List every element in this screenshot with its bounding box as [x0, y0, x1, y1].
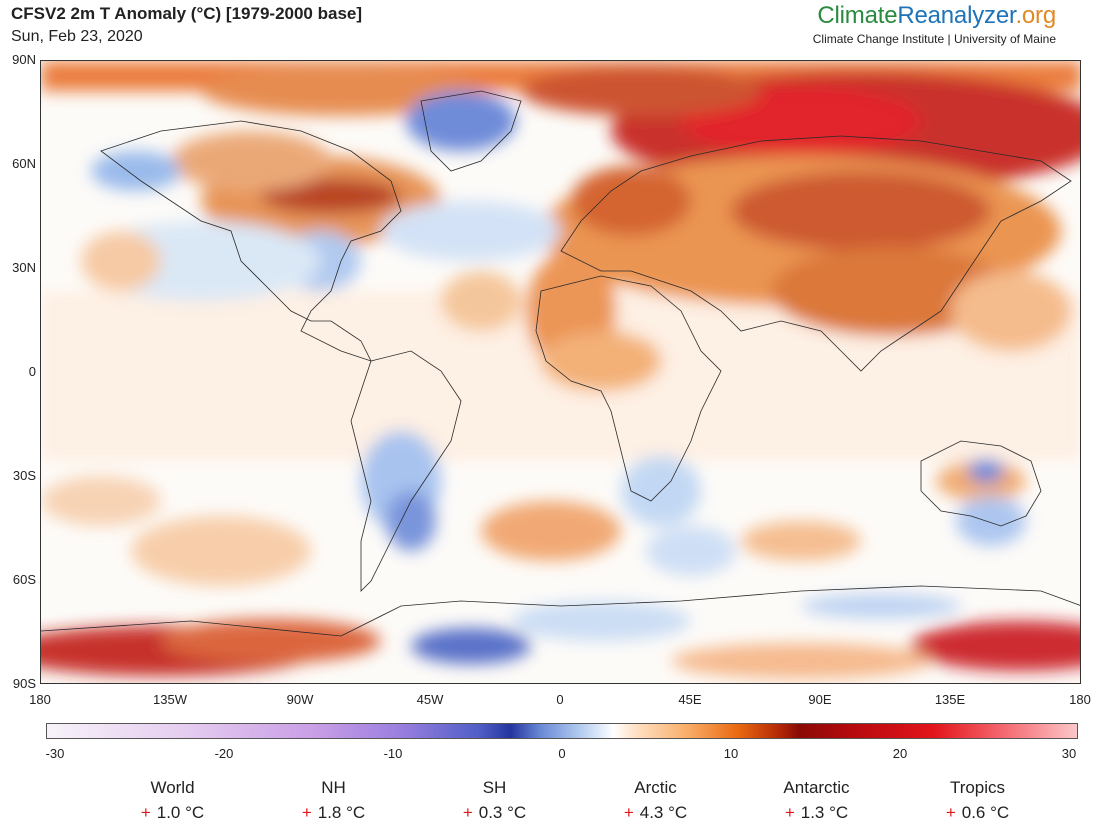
- plus-icon: +: [623, 803, 634, 822]
- brand-logo[interactable]: ClimateReanalyzer.org Climate Change Ins…: [813, 2, 1056, 46]
- stat-label: Antarctic: [783, 778, 850, 797]
- map-date: Sun, Feb 23, 2020: [11, 28, 143, 45]
- coastlines: [41, 90, 1080, 637]
- anomaly-map: [40, 60, 1081, 684]
- lat-label-60n: 60N: [12, 156, 36, 171]
- plus-icon: +: [301, 803, 312, 822]
- stat-label: NH: [321, 778, 346, 797]
- stat-label: Tropics: [949, 778, 1006, 797]
- brand-subtitle: Climate Change Institute | University of…: [812, 32, 1056, 46]
- lon-label-45e: 45E: [678, 692, 702, 707]
- brand-name: ClimateReanalyzer.org: [817, 2, 1056, 29]
- lat-label-30s: 30S: [12, 468, 36, 483]
- lat-label-90s: 90S: [12, 676, 36, 691]
- stat-value: +4.3 °C: [623, 803, 688, 822]
- lon-label-0: 0: [556, 692, 564, 707]
- colorbar-tick: 30: [1061, 746, 1077, 761]
- colorbar-tick: 10: [723, 746, 739, 761]
- plus-icon: +: [945, 803, 956, 822]
- colorbar: [46, 723, 1078, 739]
- plus-icon: +: [462, 803, 473, 822]
- lat-label-0: 0: [28, 364, 36, 379]
- stat-tropics: Tropics +0.6 °C: [900, 778, 1055, 823]
- lat-label-60s: 60S: [12, 572, 36, 587]
- stat-label: Arctic: [634, 778, 677, 797]
- lon-label-45w: 45W: [416, 692, 444, 707]
- plus-icon: +: [140, 803, 151, 822]
- lon-label-180e: 180: [1069, 692, 1091, 707]
- lon-label-135e: 135E: [934, 692, 966, 707]
- lon-label-90w: 90W: [286, 692, 314, 707]
- stat-value: +0.3 °C: [462, 803, 527, 822]
- stat-label: World: [150, 778, 195, 797]
- anomaly-map-svg: [41, 61, 1080, 683]
- stat-value: +1.3 °C: [784, 803, 849, 822]
- colorbar-tick: 20: [892, 746, 908, 761]
- colorbar-tick: -30: [45, 746, 65, 761]
- plus-icon: +: [784, 803, 795, 822]
- stat-world: World +1.0 °C: [95, 778, 250, 823]
- stat-nh: NH +1.8 °C: [256, 778, 411, 823]
- lat-label-30n: 30N: [12, 260, 36, 275]
- lon-label-180w: 180: [29, 692, 51, 707]
- stat-antarctic: Antarctic +1.3 °C: [739, 778, 894, 823]
- stat-value: +1.8 °C: [301, 803, 366, 822]
- anomaly-field: [41, 61, 1080, 679]
- lon-label-90e: 90E: [808, 692, 832, 707]
- stat-value: +0.6 °C: [945, 803, 1010, 822]
- stat-label: SH: [482, 778, 507, 797]
- regional-stats: World +1.0 °C NH +1.8 °C SH +0.3 °C Arct…: [95, 778, 1055, 823]
- stat-arctic: Arctic +4.3 °C: [578, 778, 733, 823]
- colorbar-tick: 0: [558, 746, 566, 761]
- lon-label-135w: 135W: [153, 692, 187, 707]
- stat-value: +1.0 °C: [140, 803, 205, 822]
- colorbar-tick: -10: [383, 746, 403, 761]
- stat-sh: SH +0.3 °C: [417, 778, 572, 823]
- colorbar-tick: -20: [214, 746, 234, 761]
- map-title: CFSV2 2m T Anomaly (°C) [1979-2000 base]: [11, 4, 363, 23]
- lat-label-90n: 90N: [12, 52, 36, 67]
